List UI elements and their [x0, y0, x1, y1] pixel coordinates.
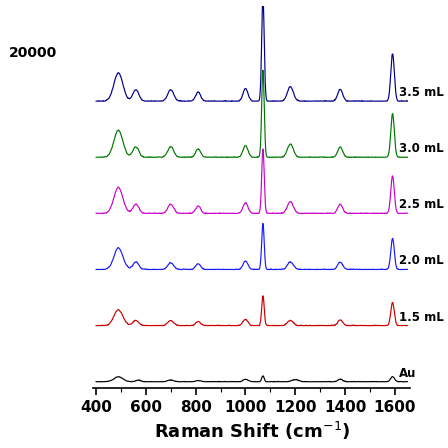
Text: Au: Au [399, 366, 416, 379]
Text: 3.5 mL: 3.5 mL [399, 86, 444, 99]
Text: 3.0 mL: 3.0 mL [399, 142, 444, 155]
Text: 1.5 mL: 1.5 mL [399, 310, 444, 323]
Text: 2.5 mL: 2.5 mL [399, 198, 444, 211]
Text: 2.0 mL: 2.0 mL [399, 254, 444, 267]
X-axis label: Raman Shift (cm$^{-1}$): Raman Shift (cm$^{-1}$) [154, 420, 350, 443]
Text: 20000: 20000 [9, 46, 57, 60]
